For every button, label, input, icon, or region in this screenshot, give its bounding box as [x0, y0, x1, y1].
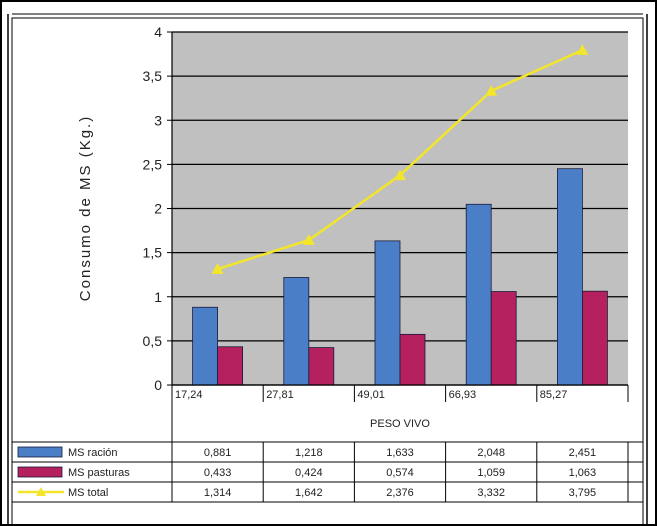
bar-ms-pasturas — [399, 333, 426, 386]
y-tick-label: 0,5 — [143, 333, 163, 349]
table-cell: 1,314 — [204, 487, 232, 499]
legend-swatch — [17, 446, 63, 458]
table-cell: 0,424 — [295, 467, 323, 479]
table-cell: 3,795 — [569, 487, 597, 499]
table-cell: 3,332 — [477, 487, 505, 499]
table-cell: 1,063 — [569, 467, 597, 479]
y-tick-label: 3,5 — [143, 68, 163, 84]
x-category-label: 85,27 — [540, 389, 568, 401]
line-marker — [394, 169, 406, 181]
line-marker — [211, 263, 224, 274]
x-category-label: 17,24 — [175, 389, 203, 401]
x-category-label: 27,81 — [266, 389, 294, 401]
table-cell: 0,574 — [386, 467, 414, 479]
inner-frame — [11, 17, 644, 526]
x-category-label: 66,93 — [449, 389, 477, 401]
bar-ms-ración — [283, 277, 310, 386]
bar-ms-pasturas — [217, 346, 244, 386]
x-axis-label: PESO VIVO — [370, 418, 430, 430]
total-line — [211, 44, 589, 274]
y-tick-label: 2 — [154, 201, 162, 217]
bar-ms-ración — [192, 306, 219, 386]
y-tick-label: 1,5 — [143, 245, 163, 261]
y-axis-ticks: 0 0,5 1 1,5 2 2,5 3 3,5 4 — [143, 24, 173, 393]
bar-ms-pasturas — [582, 290, 608, 386]
bar-ms-ración — [374, 240, 401, 386]
line-marker — [485, 84, 498, 96]
bar-ms-ración — [465, 203, 492, 386]
y-tick-label: 2,5 — [143, 156, 163, 172]
line-marker — [576, 44, 589, 55]
table-cell: 1,642 — [295, 487, 323, 499]
y-tick-label: 0 — [154, 377, 162, 393]
y-axis-label: Consumo de MS (Kg.) — [77, 115, 94, 301]
data-table: MS ración 0,881 1,218 1,633 2,048 2,451 MS pas… — [11, 385, 643, 503]
legend-label: MS ración — [68, 447, 118, 459]
line-marker — [302, 234, 315, 245]
legend-marker — [36, 487, 46, 496]
legend-label: MS pasturas — [68, 467, 130, 479]
x-axis: 17,24 27,81 49,01 66,93 85,27 — [171, 384, 629, 402]
bar-ms-pasturas — [308, 347, 335, 386]
table-cell: 1,059 — [477, 467, 505, 479]
bar-ms-pasturas — [490, 291, 517, 386]
table-cell: 1,218 — [295, 447, 323, 459]
y-tick-label: 4 — [154, 24, 162, 40]
table-cell: 0,433 — [204, 467, 232, 479]
table-cell: 2,376 — [386, 487, 414, 499]
legend-swatch — [17, 466, 63, 478]
table-cell: 2,048 — [477, 447, 505, 459]
table-cell: 1,633 — [386, 447, 414, 459]
y-tick-label: 3 — [154, 112, 162, 128]
y-tick-label: 1 — [154, 289, 162, 305]
x-category-label: 49,01 — [357, 389, 385, 401]
table-cell: 2,451 — [569, 447, 597, 459]
bar-ms-ración — [557, 168, 583, 386]
table-cell: 0,881 — [204, 447, 232, 459]
legend-label: MS total — [68, 487, 108, 499]
